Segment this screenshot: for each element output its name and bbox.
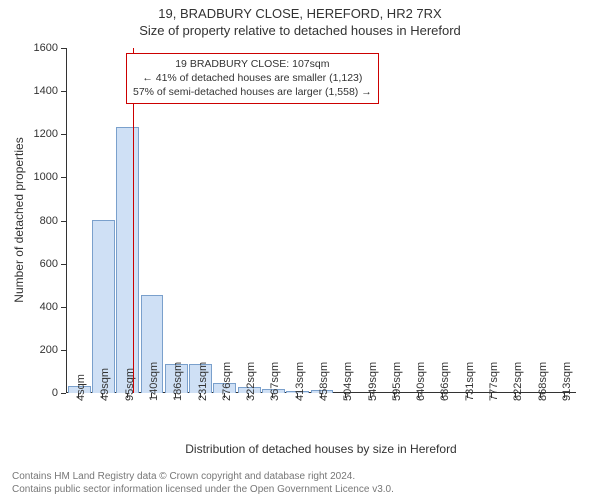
y-tick xyxy=(61,350,66,351)
y-axis-label: Number of detached properties xyxy=(12,137,26,302)
footer-line-1: Contains HM Land Registry data © Crown c… xyxy=(12,471,394,484)
histogram-bar xyxy=(92,220,115,394)
x-axis-label: Distribution of detached houses by size … xyxy=(66,442,576,456)
annotation-line: 19 BRADBURY CLOSE: 107sqm xyxy=(133,57,372,71)
footer-line-2: Contains public sector information licen… xyxy=(12,484,394,497)
chart-title-sub: Size of property relative to detached ho… xyxy=(0,23,600,38)
y-tick xyxy=(61,221,66,222)
plot-area: 020040060080010001200140016004sqm49sqm95… xyxy=(66,48,576,393)
y-tick xyxy=(61,91,66,92)
y-tick-label: 1600 xyxy=(34,42,58,54)
y-tick-label: 200 xyxy=(40,344,58,356)
histogram-bar xyxy=(116,127,139,393)
chart-title-main: 19, BRADBURY CLOSE, HEREFORD, HR2 7RX xyxy=(0,6,600,21)
chart-container: 19, BRADBURY CLOSE, HEREFORD, HR2 7RX Si… xyxy=(0,0,600,500)
y-tick-label: 400 xyxy=(40,301,58,313)
y-tick xyxy=(61,307,66,308)
y-tick-label: 800 xyxy=(40,215,58,227)
y-tick xyxy=(61,177,66,178)
footer-attribution: Contains HM Land Registry data © Crown c… xyxy=(12,471,394,496)
y-tick xyxy=(61,48,66,49)
y-tick-label: 0 xyxy=(52,387,58,399)
y-tick-label: 600 xyxy=(40,258,58,270)
annotation-line: ← 41% of detached houses are smaller (1,… xyxy=(133,71,372,85)
annotation-line: 57% of semi-detached houses are larger (… xyxy=(133,85,372,99)
y-tick-label: 1000 xyxy=(34,171,58,183)
y-tick xyxy=(61,393,66,394)
y-tick-label: 1400 xyxy=(34,85,58,97)
y-tick xyxy=(61,264,66,265)
y-tick xyxy=(61,134,66,135)
y-tick-label: 1200 xyxy=(34,128,58,140)
annotation-box: 19 BRADBURY CLOSE: 107sqm← 41% of detach… xyxy=(126,53,379,104)
